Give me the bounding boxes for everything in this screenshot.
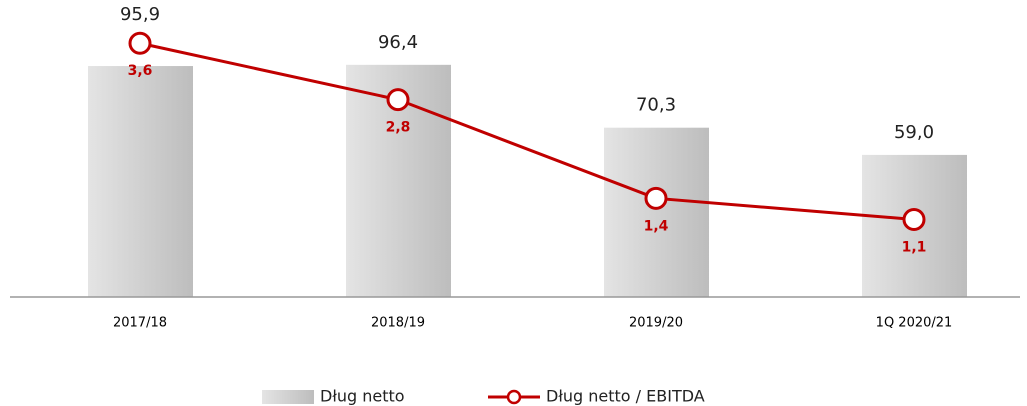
bar bbox=[604, 127, 709, 297]
x-tick-label: 2017/18 bbox=[113, 316, 167, 331]
legend-label: Dług netto bbox=[320, 387, 405, 406]
bar-value-label: 96,4 bbox=[378, 32, 418, 53]
line bbox=[139, 41, 915, 221]
x-tick-label: 1Q 2020/21 bbox=[876, 316, 953, 331]
line-value-label: 1,4 bbox=[644, 218, 669, 234]
legend-marker bbox=[506, 389, 522, 405]
x-tick-label: 2019/20 bbox=[629, 316, 683, 331]
line-marker bbox=[644, 186, 668, 210]
line-marker bbox=[128, 31, 152, 55]
line-marker bbox=[902, 207, 926, 231]
line-value-label: 2,8 bbox=[386, 120, 411, 136]
bar-value-label: 70,3 bbox=[636, 95, 676, 116]
line-marker bbox=[386, 88, 410, 112]
line-value-label: 3,6 bbox=[128, 63, 153, 79]
legend-label: Dług netto / EBITDA bbox=[546, 387, 705, 406]
bar bbox=[88, 66, 193, 297]
x-tick-label: 2018/19 bbox=[371, 316, 425, 331]
line-value-label: 1,1 bbox=[902, 239, 927, 255]
bar-value-label: 59,0 bbox=[894, 122, 934, 143]
legend-swatch bbox=[262, 390, 314, 404]
bar-value-label: 95,9 bbox=[120, 4, 160, 25]
